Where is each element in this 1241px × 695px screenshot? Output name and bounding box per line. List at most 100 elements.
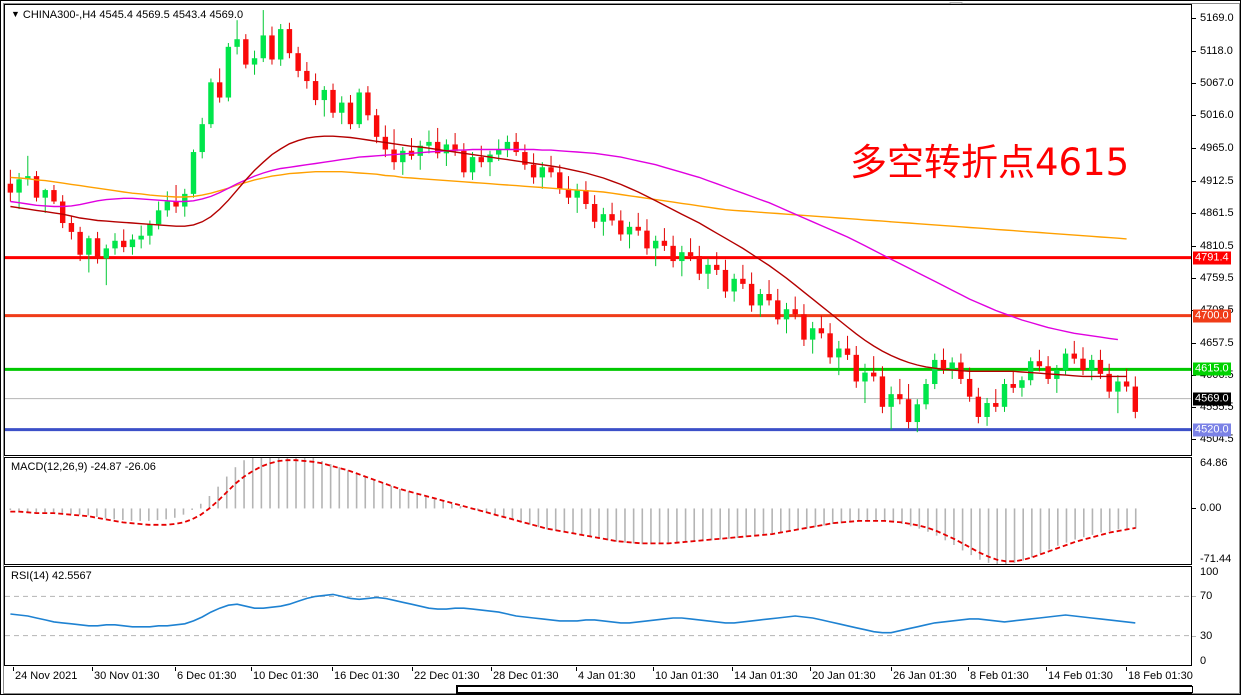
price-tick-label: 5118.0 bbox=[1200, 44, 1233, 57]
candlestick bbox=[33, 171, 40, 202]
candlestick bbox=[461, 143, 467, 178]
price-tick-label: 4555.5 bbox=[1200, 401, 1234, 414]
macd-indicator-pane[interactable]: MACD(12,26,9) -24.87 -26.06 bbox=[4, 457, 1192, 565]
candlestick bbox=[905, 384, 912, 429]
price-tick-mark bbox=[1192, 277, 1196, 279]
resistance-4700-badge[interactable]: 4700.0 bbox=[1193, 309, 1231, 323]
time-tick-mark bbox=[92, 667, 93, 671]
candlestick bbox=[347, 95, 354, 130]
price-axis-scale[interactable]: 5169.0 5118.0 5067.0 5016.0 4965.0 4912.5 4861… bbox=[1192, 4, 1237, 456]
candlestick bbox=[670, 235, 676, 268]
time-axis[interactable]: 24 Nov 2021 30 Nov 01:30 6 Dec 01:30 10 Dec… bbox=[4, 667, 1193, 685]
candlestick bbox=[86, 235, 92, 273]
price-tick-mark bbox=[1192, 147, 1196, 149]
candlestick bbox=[897, 378, 903, 405]
rsi-tick-label: 70 bbox=[1200, 590, 1213, 603]
time-tick-mark bbox=[653, 667, 654, 671]
candlestick bbox=[705, 258, 711, 289]
price-tick-label: 4810.5 bbox=[1200, 239, 1234, 252]
last-price-4569-badge[interactable]: 4569.0 bbox=[1193, 392, 1231, 406]
time-tick-label: 30 Nov 01:30 bbox=[94, 670, 160, 682]
time-tick-label: 20 Jan 01:30 bbox=[812, 670, 876, 682]
candlestick bbox=[182, 188, 188, 217]
resistance-4791-badge[interactable]: 4791.4 bbox=[1193, 251, 1231, 265]
candlestick bbox=[129, 234, 136, 255]
scrollbar-thumb[interactable] bbox=[457, 686, 1193, 693]
candlestick bbox=[1071, 340, 1077, 364]
candlestick bbox=[618, 210, 624, 241]
candlestick bbox=[77, 226, 83, 262]
candlestick bbox=[426, 130, 432, 154]
candlestick bbox=[400, 146, 406, 175]
candlestick bbox=[853, 345, 859, 388]
rsi-indicator-pane[interactable]: RSI(14) 42.5567 bbox=[4, 566, 1192, 666]
candlestick bbox=[966, 367, 973, 402]
candlestick bbox=[975, 387, 982, 424]
price-tick-label: 5067.0 bbox=[1200, 76, 1234, 89]
rsi-tick-mark bbox=[1192, 596, 1196, 598]
macd-axis-scale[interactable]: 64.86 0.00 -71.44 bbox=[1192, 457, 1237, 565]
candlestick bbox=[635, 212, 641, 236]
macd-signal-line bbox=[10, 459, 1136, 563]
candlestick bbox=[408, 138, 415, 160]
time-tick-label: 22 Dec 01:30 bbox=[414, 670, 480, 682]
candlestick bbox=[417, 140, 423, 170]
candlestick bbox=[844, 335, 851, 360]
time-tick-mark bbox=[891, 667, 892, 671]
candlestick bbox=[208, 78, 214, 128]
candlestick bbox=[879, 366, 886, 414]
time-tick-mark bbox=[810, 667, 811, 671]
price-tick-label: 4965.0 bbox=[1200, 141, 1234, 154]
horizontal-scrollbar[interactable] bbox=[456, 685, 1193, 694]
candlestick bbox=[164, 191, 171, 217]
time-tick-label: 16 Dec 01:30 bbox=[334, 670, 400, 682]
triangle-down-icon[interactable]: ▼ bbox=[11, 9, 20, 19]
candlestick bbox=[818, 315, 825, 339]
rsi-series-svg bbox=[5, 593, 1191, 637]
candlestick bbox=[661, 228, 668, 251]
time-tick-label: 6 Dec 01:30 bbox=[177, 670, 237, 682]
candlestick bbox=[722, 259, 729, 298]
price-tick-mark bbox=[1192, 180, 1196, 182]
candlestick bbox=[138, 225, 144, 249]
candlestick bbox=[923, 378, 929, 410]
candlestick bbox=[679, 245, 685, 277]
candlestick bbox=[696, 245, 702, 281]
candlestick bbox=[1062, 348, 1069, 376]
candlestick bbox=[121, 229, 127, 253]
candlestick bbox=[251, 50, 258, 75]
time-tick-mark bbox=[412, 667, 413, 671]
candlestick bbox=[321, 86, 328, 117]
candlestick bbox=[487, 150, 493, 177]
candlestick bbox=[199, 117, 205, 159]
rsi-plot-area[interactable] bbox=[5, 567, 1191, 665]
rsi-axis-scale[interactable]: 100 70 30 0 bbox=[1192, 566, 1237, 666]
time-tick-label: 4 Jan 01:30 bbox=[578, 670, 636, 682]
rsi-tick-label: 0 bbox=[1200, 655, 1207, 667]
time-tick-label: 26 Jan 01:30 bbox=[893, 670, 957, 682]
moving-average-magenta bbox=[10, 148, 1118, 341]
candlestick bbox=[775, 288, 781, 325]
candlestick bbox=[382, 125, 389, 158]
chart-annotation-text: 多空转折点4615 bbox=[850, 141, 1130, 184]
price-plot-area[interactable] bbox=[5, 5, 1191, 455]
time-tick-mark bbox=[576, 667, 577, 671]
price-tick-label: 4504.5 bbox=[1200, 433, 1234, 446]
candlestick bbox=[522, 144, 528, 170]
candlestick bbox=[277, 24, 284, 66]
time-tick-mark bbox=[1046, 667, 1047, 671]
macd-caption: MACD(12,26,9) -24.87 -26.06 bbox=[11, 461, 156, 473]
macd-plot-area[interactable] bbox=[5, 458, 1191, 564]
time-tick-label: 14 Feb 01:30 bbox=[1048, 670, 1113, 682]
candlestick bbox=[836, 340, 842, 376]
support-4520-badge[interactable]: 4520.0 bbox=[1193, 423, 1231, 437]
price-tick-label: 4657.5 bbox=[1200, 336, 1234, 349]
price-chart-pane[interactable]: ▼ CHINA300-,H4 4545.4 4569.5 4543.4 4569.… bbox=[4, 4, 1192, 456]
candlestick bbox=[932, 353, 938, 390]
pivot-4615-badge[interactable]: 4615.0 bbox=[1193, 362, 1231, 376]
time-tick-mark bbox=[175, 667, 176, 671]
candlestick bbox=[792, 296, 798, 320]
price-tick-mark bbox=[1192, 213, 1196, 215]
candlestick bbox=[870, 356, 877, 382]
